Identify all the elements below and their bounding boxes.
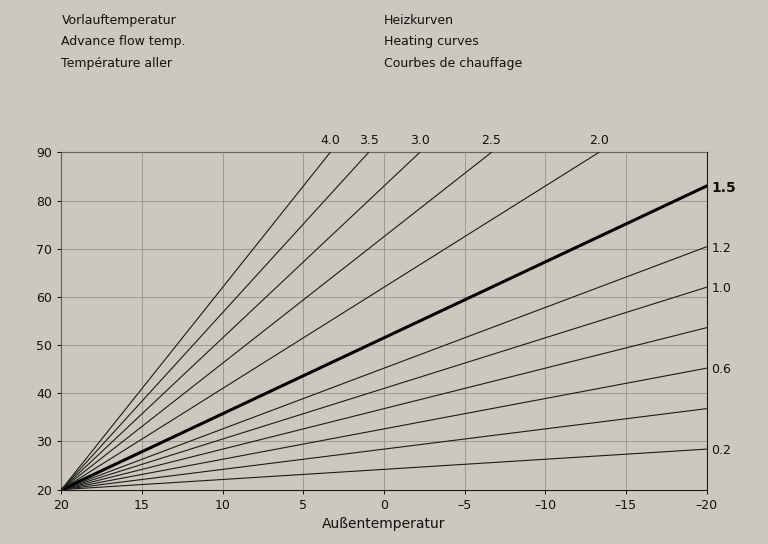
- Text: Advance flow temp.: Advance flow temp.: [61, 35, 186, 48]
- X-axis label: Außentemperatur: Außentemperatur: [323, 517, 445, 531]
- Text: Vorlauftemperatur: Vorlauftemperatur: [61, 14, 176, 27]
- Text: Température aller: Température aller: [61, 57, 173, 70]
- Text: Heizkurven: Heizkurven: [384, 14, 454, 27]
- Text: Courbes de chauffage: Courbes de chauffage: [384, 57, 522, 70]
- Text: Heating curves: Heating curves: [384, 35, 478, 48]
